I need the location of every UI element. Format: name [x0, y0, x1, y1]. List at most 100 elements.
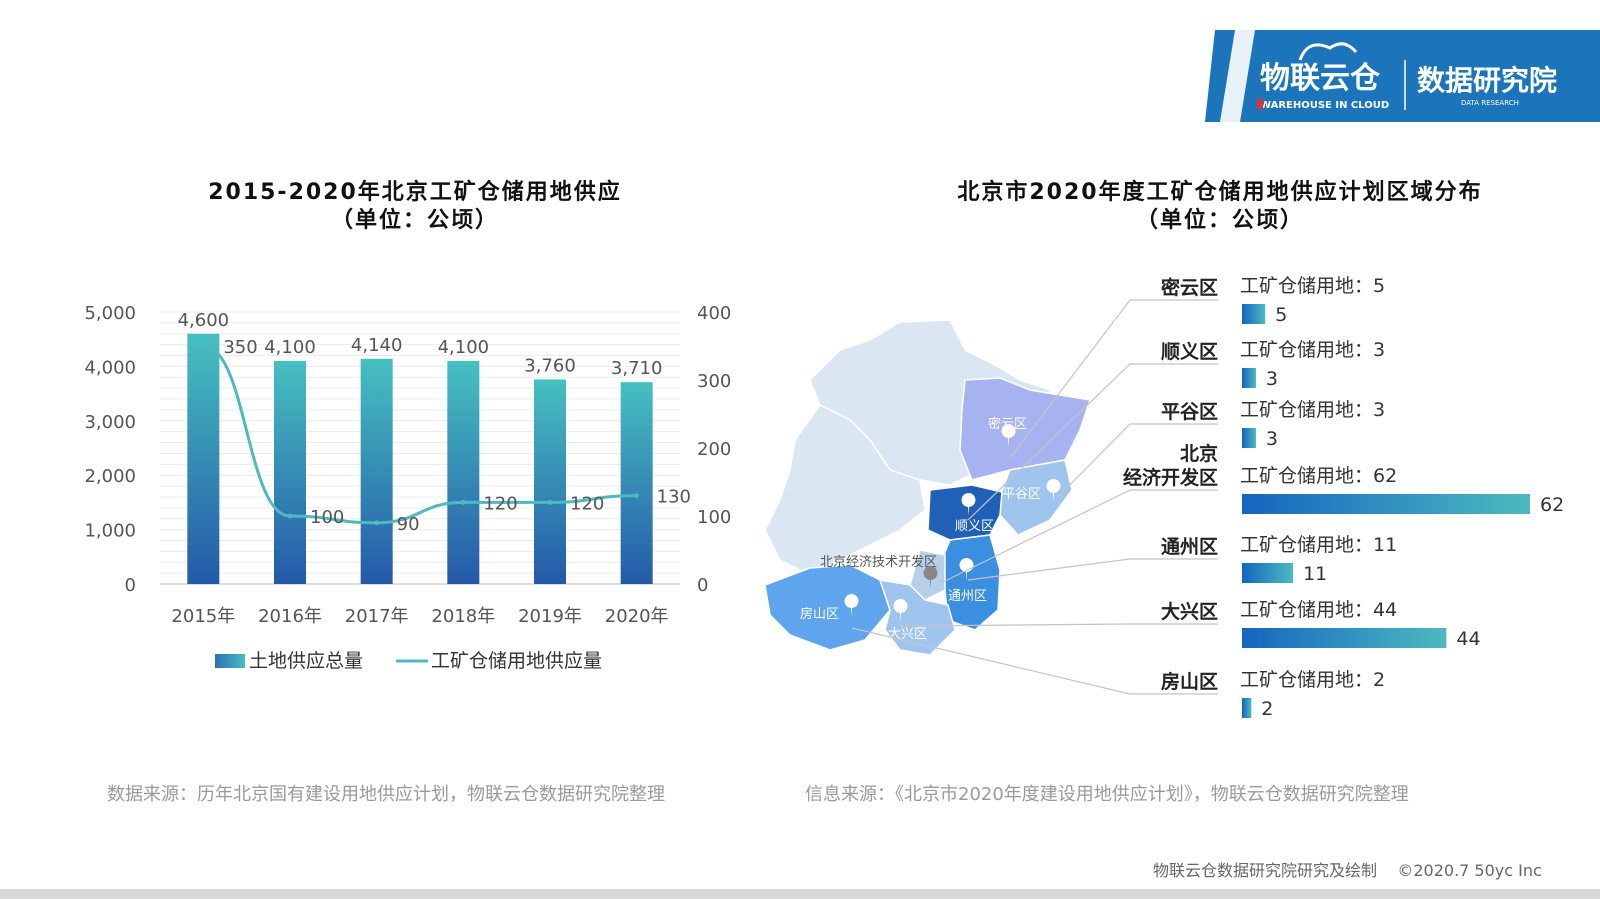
- region-name: 通州区: [1161, 536, 1218, 558]
- map-pin-icon: [844, 594, 859, 617]
- y-right-tick: 300: [697, 371, 731, 392]
- axis-ticks: 0 1,000 2,000 3,000 4,000 5,000 0 100 200 300 400 2…: [84, 303, 731, 627]
- line-point: [287, 513, 293, 519]
- region-name: 房山区: [1161, 670, 1218, 693]
- bar-value-label: 4,100: [438, 337, 490, 358]
- legend: 土地供应总量 工矿仓储用地供应量: [215, 650, 602, 672]
- region-value-text: 工矿仓储用地：5: [1240, 275, 1385, 297]
- data-labels: 4,600 4,100 4,140 4,100 3,760 3,710 350 100 90 12…: [178, 310, 691, 535]
- y-right-tick: 100: [697, 507, 731, 528]
- x-tick: 2020年: [605, 606, 669, 627]
- bar-value-label: 3,760: [524, 355, 576, 376]
- line-point: [634, 493, 640, 499]
- y-left-tick: 4,000: [84, 357, 136, 378]
- bar: [620, 382, 653, 584]
- bar-series: [187, 333, 653, 584]
- right-source-note: 信息来源：《北京市2020年度建设用地供应计划》，物联云仓数据研究院整理: [805, 784, 1409, 805]
- map-shunyi: [927, 484, 1003, 541]
- leader-lines: [851, 299, 1218, 695]
- region-bar-value: 2: [1261, 698, 1273, 720]
- region-value-text: 工矿仓储用地：44: [1240, 599, 1397, 621]
- region-value-text: 工矿仓储用地：62: [1240, 465, 1397, 487]
- map-label-fangshan: 房山区: [800, 606, 839, 622]
- left-source-note: 数据来源：历年北京国有建设用地供应计划，物联云仓数据研究院整理: [107, 784, 665, 805]
- land-supply-combo-chart: 4,600 4,100 4,140 4,100 3,760 3,710 350 100 90 12…: [84, 303, 731, 672]
- map-fangshan: [764, 564, 891, 651]
- logo-graphic: 物联云仓 WAREHOUSE IN CLOUD 数据研究院 DATA RESEA…: [1205, 30, 1600, 122]
- leader-line: [967, 558, 1218, 581]
- leader-line: [1054, 423, 1218, 501]
- leader-line: [942, 489, 1218, 583]
- bar-value-label: 4,100: [264, 337, 316, 358]
- map-pin-icon: [961, 493, 976, 516]
- region-value-text: 工矿仓储用地：3: [1240, 399, 1385, 421]
- left-chart-title: 2015-2020年北京工矿仓储用地供应: [208, 180, 622, 205]
- region-value-text: 工矿仓储用地：11: [1240, 534, 1397, 556]
- map-label-pinggu: 平谷区: [1002, 487, 1041, 502]
- map-labels: 密云区 平谷区 顺义区 北京经济技术开发区 通州区 房山区 大兴区: [800, 416, 1041, 642]
- legend-bar-label: 土地供应总量: [249, 650, 363, 672]
- grid-lines: [160, 311, 680, 585]
- region-bar: [1242, 428, 1256, 448]
- x-tick: 2015年: [171, 606, 235, 627]
- line-series: [200, 343, 640, 526]
- region-bar: [1242, 304, 1266, 324]
- y-left-tick: 1,000: [84, 521, 136, 542]
- region-value-text: 工矿仓储用地：2: [1240, 669, 1385, 691]
- logo-institute: 数据研究院: [1417, 64, 1557, 97]
- map-label-shunyi: 顺义区: [955, 519, 994, 534]
- region-bar: [1242, 494, 1530, 514]
- left-chart-subtitle: （单位：公顷）: [330, 208, 499, 233]
- region-name: 平谷区: [1161, 401, 1218, 423]
- line-point: [547, 499, 553, 505]
- bar: [534, 379, 566, 584]
- region-name: 大兴区: [1161, 600, 1218, 623]
- logo-institute-en: DATA RESEARCH: [1461, 99, 1519, 107]
- map-pin-icon: [1046, 479, 1061, 502]
- region-bar-value: 11: [1303, 563, 1327, 585]
- legend-bar-swatch: [215, 654, 245, 668]
- footer-credit: 物联云仓数据研究院研究及绘制 ©2020.7 50yc Inc: [1153, 861, 1542, 880]
- line-value-label: 90: [397, 514, 420, 535]
- y-right-tick: 0: [697, 575, 708, 596]
- map-label-miyun: 密云区: [988, 416, 1027, 432]
- logo-accent: [1257, 99, 1263, 109]
- legend-line-label: 工矿仓储用地供应量: [431, 650, 602, 672]
- region-bar-value: 44: [1456, 628, 1480, 650]
- bar-value-label: 4,140: [351, 335, 403, 356]
- y-right-tick: 400: [697, 303, 731, 324]
- map-pins: [844, 424, 1061, 622]
- region-bar-value: 62: [1540, 494, 1564, 516]
- beijing-map: 密云区 平谷区 顺义区 北京经济技术开发区 通州区 房山区 大兴区: [764, 319, 1091, 656]
- region-name: 经济开发区: [1123, 466, 1218, 489]
- right-chart-subtitle: （单位：公顷）: [1135, 208, 1304, 233]
- line-value-label: 100: [310, 507, 344, 528]
- bar-value-label: 4,600: [178, 310, 230, 331]
- map-west-region: [764, 404, 926, 576]
- y-left-tick: 2,000: [84, 466, 136, 487]
- map-pin-icon: [1001, 424, 1016, 447]
- map-daxing: [878, 579, 956, 656]
- cloud-icon: [1298, 42, 1358, 61]
- x-tick: 2018年: [431, 606, 495, 627]
- region-value-text: 工矿仓储用地：3: [1240, 339, 1385, 361]
- bar: [360, 358, 393, 584]
- leader-line: [851, 627, 1218, 695]
- line-value-label: 130: [657, 487, 691, 508]
- line-value-label: 120: [483, 493, 517, 514]
- line-point: [374, 520, 380, 526]
- region-bar: [1242, 698, 1252, 718]
- map-label-tongzhou: 通州区: [948, 589, 987, 604]
- y-right-tick: 200: [697, 439, 731, 460]
- region-bar: [1242, 368, 1256, 388]
- region-bar-value: 5: [1275, 304, 1287, 326]
- region-bar: [1242, 628, 1447, 648]
- region-bar: [1242, 563, 1294, 583]
- bar: [274, 360, 306, 584]
- map-label-etdz: 北京经济技术开发区: [820, 554, 937, 570]
- bottom-bar: [0, 889, 1600, 899]
- line-point: [460, 499, 466, 505]
- leader-line: [1009, 299, 1218, 459]
- bar-value-label: 3,710: [611, 358, 663, 379]
